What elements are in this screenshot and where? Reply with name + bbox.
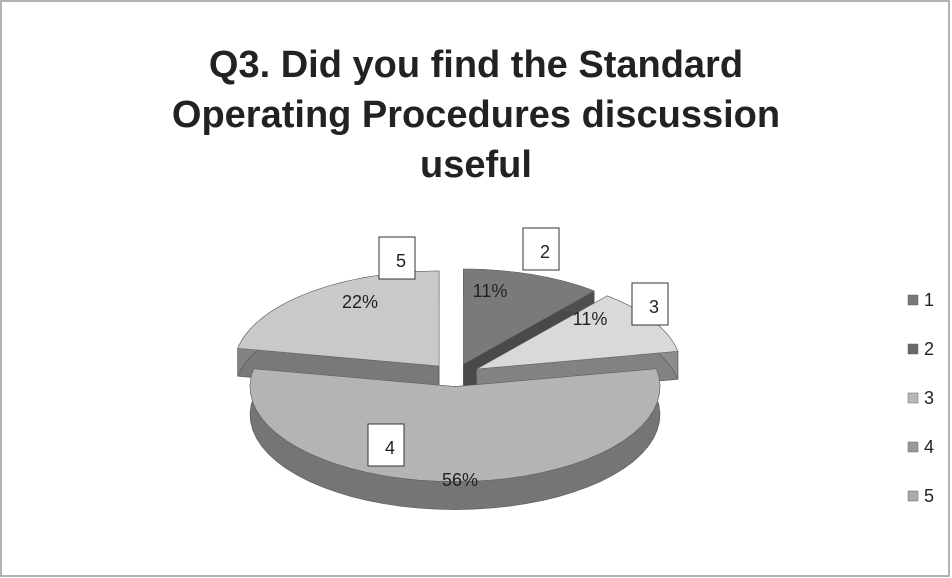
legend-swatch: [907, 392, 919, 404]
legend-label: 2: [924, 339, 934, 359]
legend-label: 5: [924, 486, 934, 506]
legend-swatch: [907, 441, 919, 453]
category-label-box: [367, 423, 405, 467]
data-label: 22%: [342, 292, 378, 312]
legend-swatch: [907, 343, 919, 355]
legend-label: 4: [924, 437, 934, 457]
category-label-box: [378, 236, 416, 280]
category-label: 3: [649, 297, 659, 317]
legend-label: 3: [924, 388, 934, 408]
category-label: 2: [540, 242, 550, 262]
category-label-box: [522, 227, 560, 271]
slice: [249, 368, 661, 482]
legend-swatch: [907, 490, 919, 502]
data-label: 56%: [442, 470, 478, 490]
category-label: 4: [385, 438, 395, 458]
category-label: 5: [396, 251, 406, 271]
category-label-box: [631, 282, 669, 326]
legend-label: 1: [924, 290, 934, 310]
slice: [463, 268, 595, 365]
legend-swatch: [907, 294, 919, 306]
data-label: 11%: [473, 281, 508, 301]
data-label: 11%: [573, 309, 608, 329]
chart-title: Q3. Did you find the Standard Operating …: [171, 44, 781, 186]
